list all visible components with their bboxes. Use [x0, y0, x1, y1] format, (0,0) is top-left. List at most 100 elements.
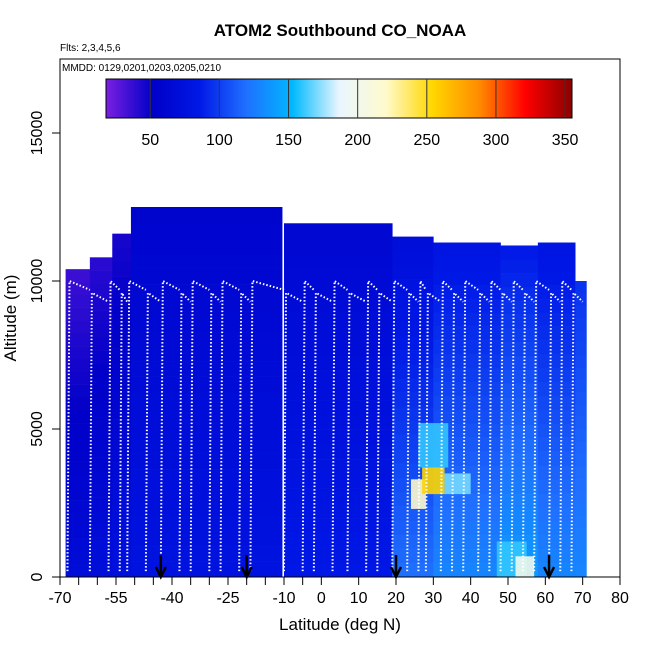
- heatmap-cell: [537, 479, 576, 494]
- heatmap-cell: [433, 521, 501, 536]
- heatmap-cell: [130, 407, 283, 424]
- x-tick-label: 50: [499, 590, 517, 607]
- heatmap-cell: [392, 534, 434, 549]
- heatmap-cell: [284, 400, 393, 416]
- heatmap-cell: [500, 425, 539, 440]
- heatmap-cell: [433, 409, 501, 424]
- heatmap-cell: [89, 457, 113, 471]
- heatmap-cell: [575, 540, 587, 553]
- heatmap-cell: [433, 256, 501, 271]
- heatmap-cell: [89, 523, 113, 538]
- heatmap-cell: [65, 423, 91, 437]
- heatmap-cell: [433, 451, 501, 466]
- heatmap-cell: [537, 381, 576, 397]
- heatmap-cell: [392, 321, 434, 337]
- heatmap-cell: [575, 429, 587, 442]
- colorbar: 50 100 150 200 250 300 350: [105, 78, 579, 149]
- heatmap-cell: [284, 370, 393, 386]
- heatmap-cell: [89, 310, 113, 325]
- heatmap-cell: [284, 267, 393, 283]
- heatmap-cell: [65, 294, 91, 308]
- heatmap-cell: [130, 268, 283, 285]
- heatmap-cell: [89, 470, 113, 485]
- heatmap-cell: [537, 549, 576, 564]
- x-axis-label: Latitude (deg N): [279, 615, 401, 634]
- flight-track-segment: [488, 278, 502, 572]
- heatmap-cell: [130, 422, 283, 439]
- x-tick-label: 70: [574, 590, 592, 607]
- heatmap-cell: [284, 547, 393, 563]
- heatmap-cell: [130, 484, 283, 501]
- heatmap-cell: [89, 297, 113, 311]
- heatmap-cell: [575, 515, 587, 528]
- heatmap-layer: [65, 207, 587, 578]
- heatmap-cell: [89, 363, 113, 378]
- colorbar-tick-label: 200: [344, 132, 371, 149]
- heatmap-cell: [65, 269, 91, 283]
- flight-track-segment: [249, 279, 285, 572]
- heatmap-cell: [65, 384, 91, 398]
- x-tick-label: -40: [160, 590, 183, 607]
- heatmap-cell: [500, 466, 539, 481]
- flight-track-segment: [283, 291, 304, 572]
- heatmap-cell: [500, 452, 539, 467]
- heatmap-cell: [537, 298, 576, 313]
- heatmap-cell: [89, 430, 113, 445]
- heatmap-cell: [65, 474, 91, 488]
- heatmap-cell: [89, 550, 113, 564]
- heatmap-cell: [112, 448, 132, 463]
- heatmap-cell: [284, 532, 393, 548]
- x-tick-label: -55: [104, 590, 127, 607]
- heatmap-cell: [500, 507, 539, 523]
- heatmap-cell: [575, 379, 587, 393]
- heatmap-cell: [537, 563, 576, 578]
- heatmap-cell: [89, 337, 113, 351]
- colorbar-tick-label: 100: [206, 132, 233, 149]
- flight-track-segment: [559, 278, 573, 572]
- heatmap-cell: [89, 537, 113, 551]
- heatmap-cell: [433, 242, 501, 257]
- heatmap-cell: [575, 552, 587, 565]
- heatmap-cell: [537, 270, 576, 285]
- heatmap-cell: [575, 318, 587, 331]
- heatmap-cell: [575, 367, 587, 380]
- heatmap-cell: [392, 236, 434, 252]
- heatmap-cell: [433, 354, 501, 369]
- plot-frame: [59, 58, 621, 578]
- heatmap-cell: [392, 335, 434, 351]
- heatmap-cell: [130, 299, 283, 316]
- heatmap-cell: [89, 443, 113, 458]
- heatmap-cell: [284, 385, 393, 401]
- heatmap-highlight: [410, 479, 426, 509]
- y-axis-label: Altitude (m): [1, 275, 20, 362]
- heatmap-cell: [537, 312, 576, 327]
- x-tick-label: -10: [272, 590, 295, 607]
- heatmap-cell: [284, 238, 393, 254]
- heatmap-cell: [500, 342, 539, 357]
- flight-track-segment: [365, 278, 379, 572]
- heatmap-cell: [392, 279, 434, 294]
- heatmap-cell: [65, 320, 91, 334]
- heatmap-cell: [112, 362, 132, 378]
- heatmap-cell: [65, 397, 91, 411]
- heatmap-cell: [575, 330, 587, 343]
- heatmap-cell: [537, 284, 576, 299]
- heatmap-cell: [433, 298, 501, 313]
- heatmap-cell: [284, 326, 393, 342]
- heatmap-cell: [65, 410, 91, 424]
- colorbar-tick-label: 150: [275, 132, 302, 149]
- heatmap-cell: [537, 367, 576, 383]
- heatmap-cell: [112, 233, 132, 249]
- heatmap-cell: [130, 469, 283, 485]
- heatmap-cell: [89, 483, 113, 498]
- heatmap-cell: [89, 257, 113, 271]
- heatmap-cell: [433, 312, 501, 327]
- heatmap-cell: [392, 364, 434, 379]
- y-tick-label: 5000: [29, 411, 46, 447]
- heatmap-cell: [130, 314, 283, 331]
- heatmap-cell: [433, 326, 501, 341]
- heatmap-cell: [284, 252, 393, 268]
- heatmap-cell: [89, 350, 113, 365]
- heatmap-cell: [65, 487, 91, 501]
- x-tick-label: 20: [387, 590, 405, 607]
